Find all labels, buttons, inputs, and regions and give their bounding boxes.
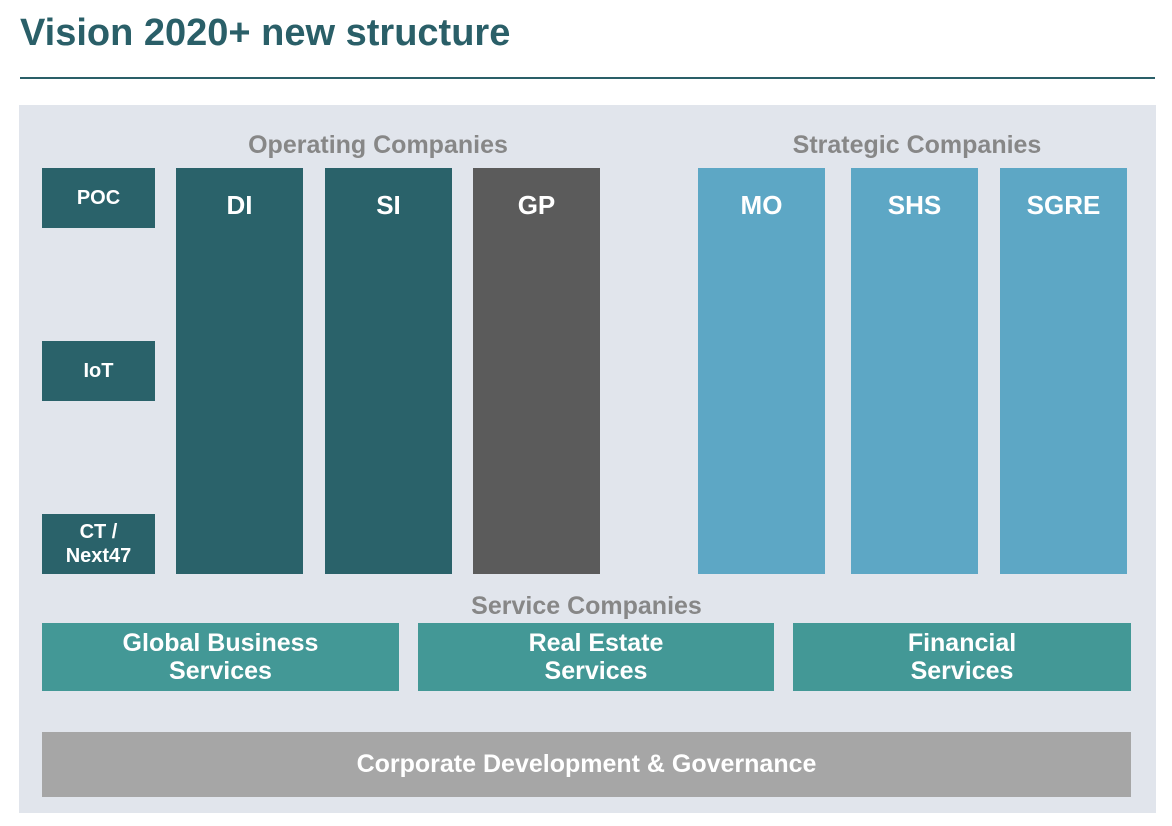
side-unit-poc-label: POC [76, 187, 121, 209]
operating-company-gp: GP [473, 168, 600, 574]
operating-company-di: DI [176, 168, 303, 574]
side-unit-ct-label-line1: CT / [79, 521, 118, 543]
side-unit-poc: POC [42, 168, 155, 228]
service-company-real-estate-line2: Services [544, 657, 648, 685]
operating-company-si-label: SI [376, 190, 401, 220]
service-company-global-business-line1: Global Business [122, 629, 319, 657]
strategic-company-shs-label: SHS [887, 190, 942, 220]
side-unit-ct-next47: CT / Next47 [42, 514, 155, 574]
service-company-financial: Financial Services [793, 623, 1131, 691]
title-divider [20, 77, 1155, 79]
operating-companies-label: Operating Companies [248, 131, 508, 159]
operating-company-si: SI [325, 168, 452, 574]
side-unit-iot-label: IoT [83, 360, 114, 382]
service-company-global-business: Global Business Services [42, 623, 399, 691]
service-company-financial-line1: Financial [907, 629, 1017, 657]
side-unit-iot: IoT [42, 341, 155, 401]
service-company-real-estate: Real Estate Services [418, 623, 774, 691]
corporate-governance-label: Corporate Development & Governance [356, 750, 817, 778]
strategic-company-sgre: SGRE [1000, 168, 1127, 574]
strategic-company-mo-label: MO [740, 190, 783, 220]
side-unit-ct-label-line2: Next47 [65, 545, 132, 567]
operating-company-gp-label: GP [517, 190, 556, 220]
operating-company-di-label: DI [226, 190, 253, 220]
service-company-financial-line2: Services [910, 657, 1014, 685]
service-company-global-business-line2: Services [169, 657, 272, 685]
page-title: Vision 2020+ new structure [20, 12, 511, 54]
strategic-company-sgre-label: SGRE [1026, 190, 1101, 220]
strategic-company-shs: SHS [851, 168, 978, 574]
strategic-companies-label: Strategic Companies [792, 131, 1042, 159]
service-companies-label: Service Companies [471, 592, 702, 620]
service-company-real-estate-line1: Real Estate [528, 629, 664, 657]
corporate-governance-bar: Corporate Development & Governance [42, 732, 1131, 797]
strategic-company-mo: MO [698, 168, 825, 574]
